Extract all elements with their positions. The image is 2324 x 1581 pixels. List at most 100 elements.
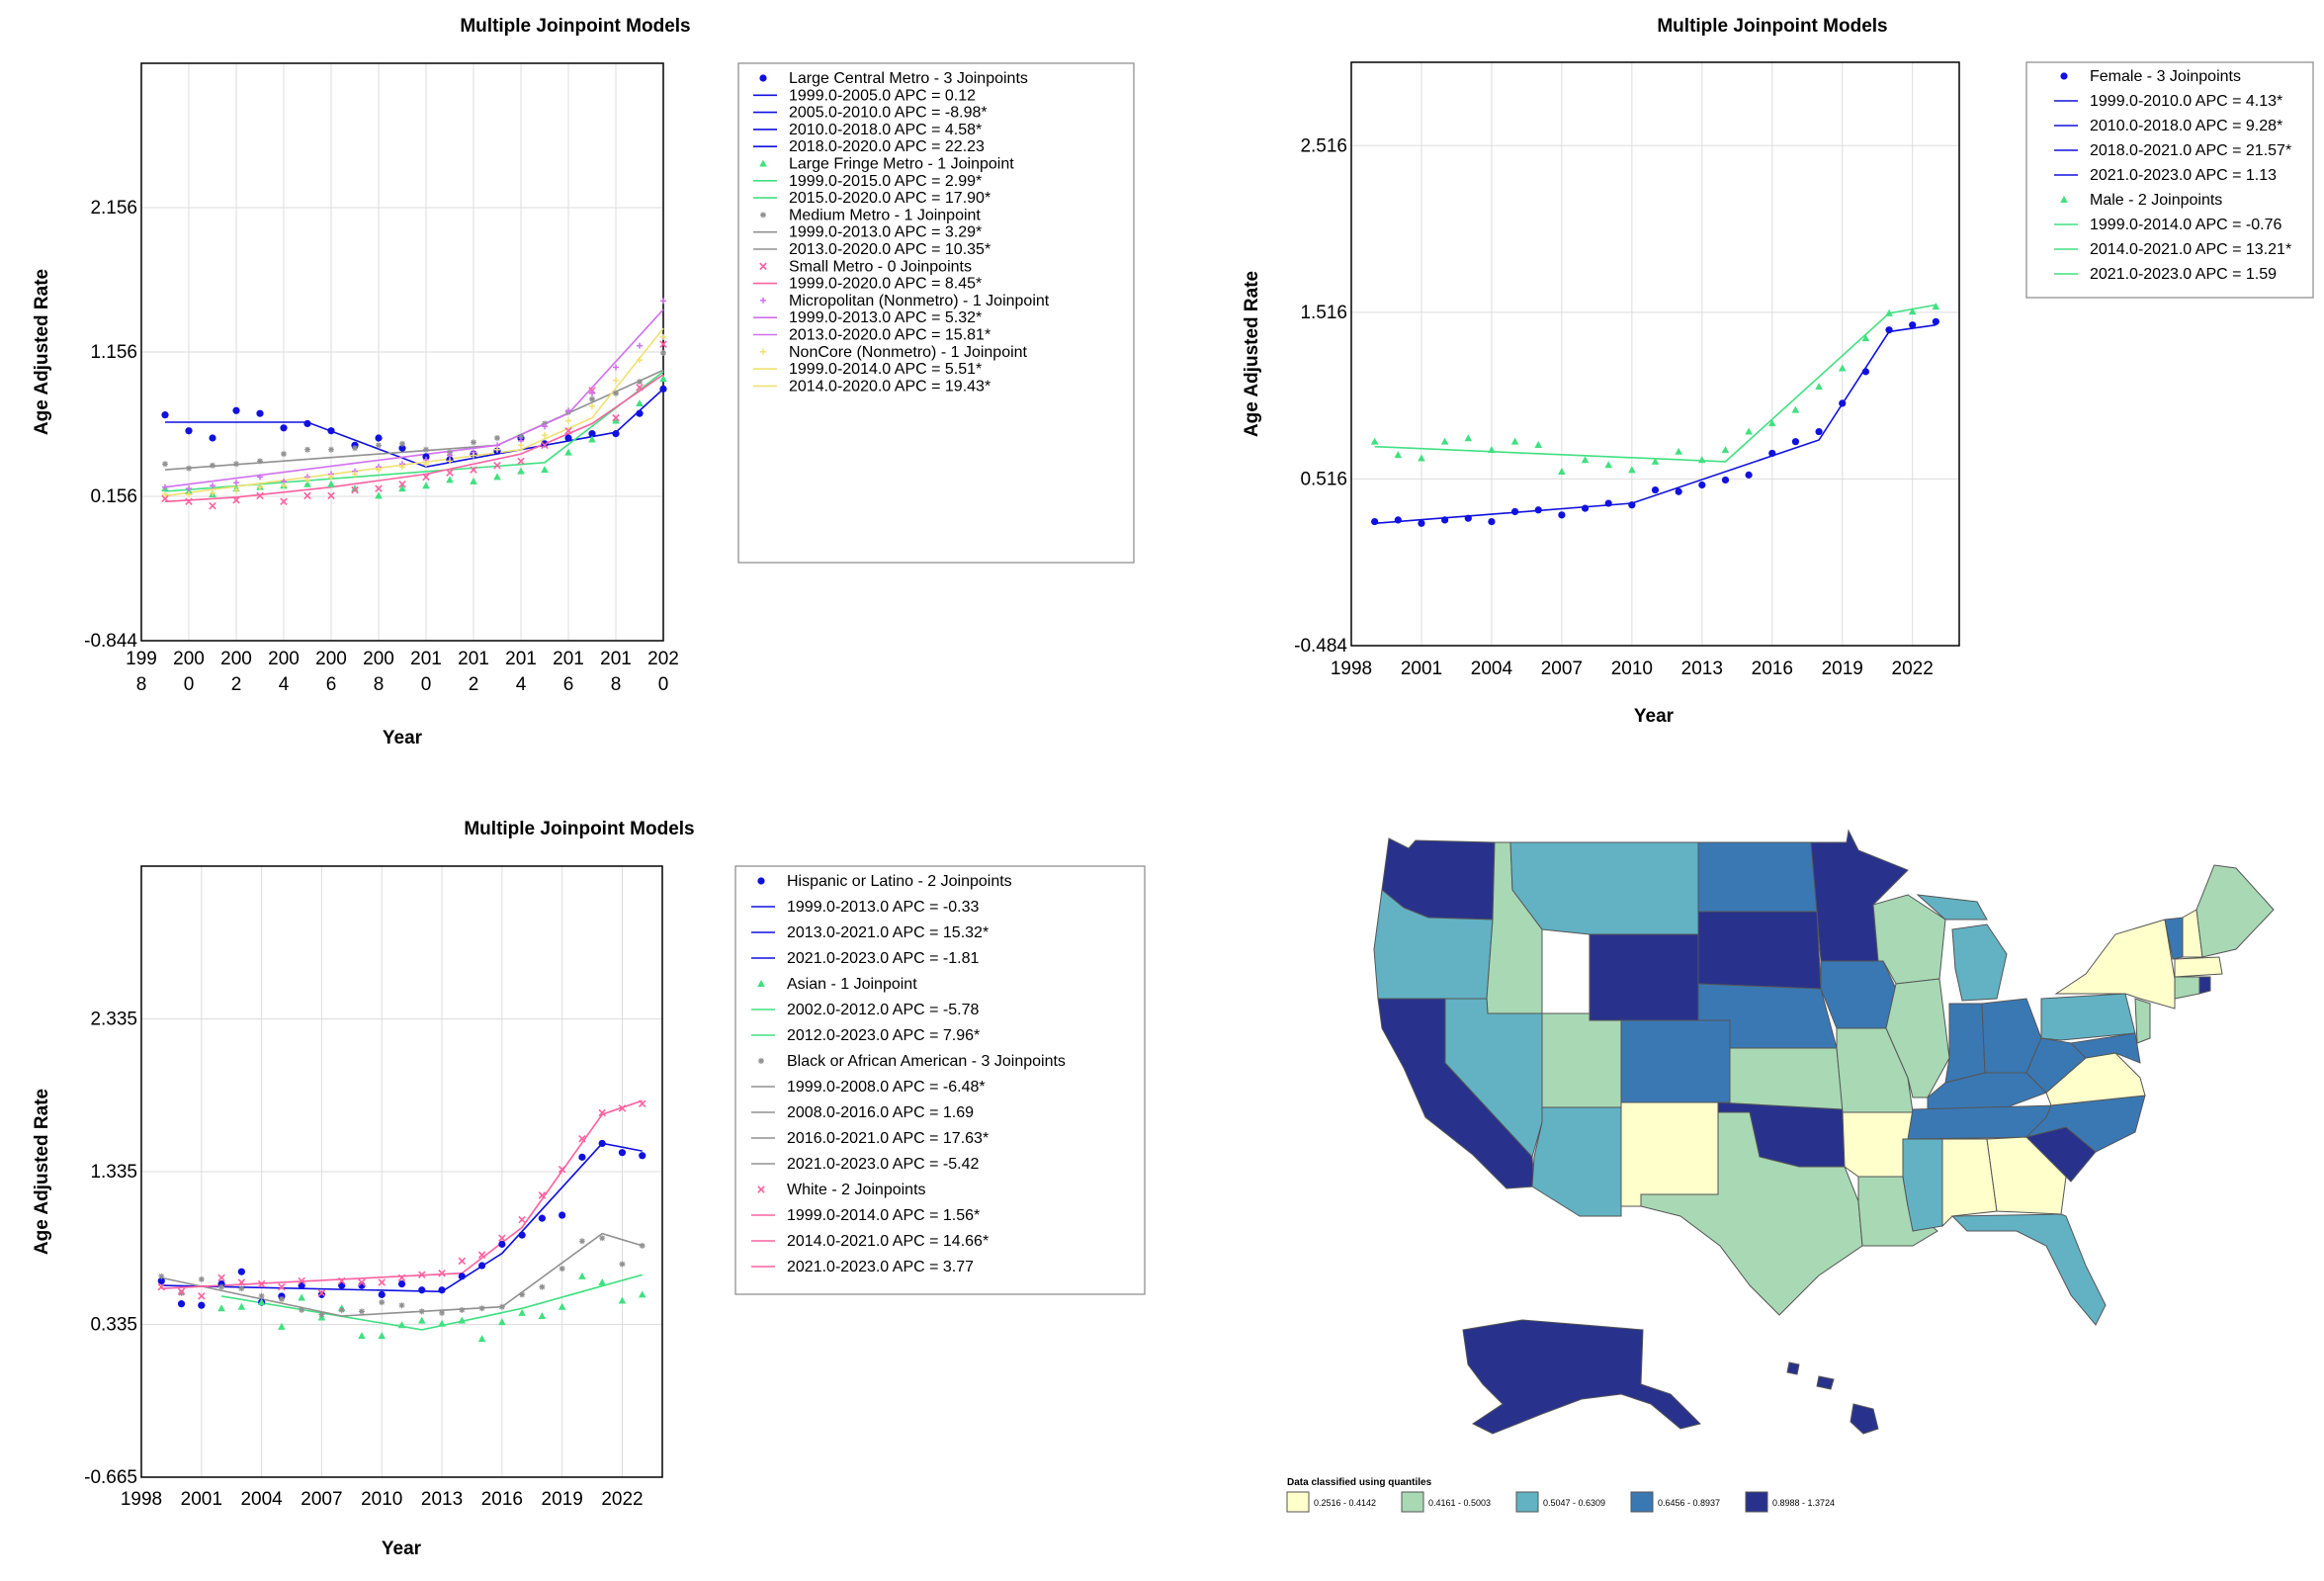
data-point-small-metro: [256, 491, 264, 500]
x-tick-label: 2007: [301, 1489, 342, 1510]
data-point-male: [1604, 461, 1612, 469]
fit-line-female: [1374, 323, 1937, 525]
map-legend: Data classified using quantiles 0.2516 -…: [1286, 1477, 1835, 1513]
x-tick-label: 4: [516, 674, 527, 695]
chart-1-x-axis-label: Year: [383, 728, 423, 748]
data-point-female: [1418, 519, 1425, 527]
fit-line-noncore-nonmetro-: [164, 327, 664, 497]
x-tick-label: 202: [647, 649, 679, 669]
legend-entry: Micropolitan (Nonmetro) - 1 Joinpoint: [789, 293, 1050, 309]
legend-entry: 1999.0-2013.0 APC = 5.32*: [789, 309, 982, 326]
data-point-white: [418, 1271, 426, 1279]
data-point-hispanic-or-latino: [498, 1240, 506, 1248]
legend-entry: Large Fringe Metro - 1 Joinpoint: [789, 156, 1014, 173]
data-point-noncore-nonmetro-: [613, 377, 619, 384]
legend-entry: 1999.0-2005.0 APC = 0.12: [789, 87, 976, 104]
map-state-alaska: [1462, 1319, 1701, 1435]
data-point-black-or-african-american: [599, 1235, 606, 1242]
y-tick-label: 0.156: [90, 486, 137, 507]
data-point-white: [598, 1108, 606, 1117]
data-point-medium-metro: [376, 442, 382, 449]
map-state-hawaii-3: [1850, 1403, 1879, 1435]
data-point-asian: [397, 1321, 406, 1329]
x-tick-label: 1998: [1331, 659, 1372, 679]
data-point-noncore-nonmetro-: [304, 477, 310, 483]
data-point-female: [1534, 506, 1542, 514]
data-point-small-metro: [612, 413, 620, 422]
data-point-asian: [538, 1312, 547, 1320]
data-point-white: [538, 1191, 547, 1199]
data-point-micropolitan-nonmetro-: [542, 423, 548, 430]
legend-entry: Small Metro - 0 Joinpoints: [789, 258, 972, 275]
y-tick-label: -0.844: [84, 631, 137, 652]
x-tick-label: 6: [563, 674, 574, 695]
legend-marker: [759, 159, 767, 167]
map-state-arizona: [1531, 1106, 1622, 1217]
chart-1-title: Multiple Joinpoint Models: [460, 16, 690, 37]
data-point-noncore-nonmetro-: [186, 490, 192, 497]
data-point-small-metro: [375, 484, 383, 492]
map-state-maryland: [2069, 1032, 2141, 1064]
data-point-white: [397, 1274, 406, 1282]
data-point-noncore-nonmetro-: [423, 461, 429, 468]
x-tick-label: 4: [279, 674, 290, 695]
map-state-iowa: [1820, 960, 1897, 1029]
data-point-large-fringe-metro: [493, 473, 501, 481]
data-point-noncore-nonmetro-: [257, 483, 263, 490]
data-point-large-fringe-metro: [612, 416, 620, 424]
data-point-hispanic-or-latino: [518, 1231, 526, 1239]
data-point-small-metro: [470, 466, 477, 474]
legend-entry: Hispanic or Latino - 2 Joinpoints: [787, 873, 1012, 890]
map-classification-note: Data classified using quantiles: [1287, 1477, 1432, 1488]
data-point-large-central-metro: [636, 409, 644, 417]
data-point-small-metro: [636, 384, 644, 392]
legend-entry: Asian - 1 Joinpoint: [787, 976, 917, 993]
data-point-large-fringe-metro: [564, 448, 572, 456]
data-point-asian: [498, 1318, 506, 1326]
x-tick-label: 2: [469, 674, 479, 695]
data-point-large-fringe-metro: [446, 476, 454, 483]
data-point-large-fringe-metro: [541, 466, 549, 474]
data-point-asian: [417, 1316, 426, 1324]
fit-line-small-metro: [164, 374, 664, 503]
data-point-male: [1838, 364, 1847, 372]
data-point-large-central-metro: [303, 419, 311, 428]
x-tick-label: 2010: [361, 1489, 402, 1510]
data-point-medium-metro: [471, 439, 476, 446]
data-point-male: [1628, 466, 1636, 474]
map-state-maine: [2195, 864, 2275, 958]
data-point-small-metro: [351, 485, 359, 494]
data-point-noncore-nonmetro-: [328, 474, 334, 481]
legend-entry: Black or African American - 3 Joinpoints: [787, 1053, 1066, 1070]
data-point-black-or-african-american: [418, 1308, 425, 1315]
chart-1-legend-box: [737, 62, 1135, 564]
legend-entry: 2018.0-2021.0 APC = 21.57*: [2090, 142, 2291, 159]
data-point-asian: [237, 1302, 246, 1310]
data-point-noncore-nonmetro-: [210, 489, 215, 496]
chart-3-plot-frame: [140, 865, 663, 1478]
data-point-hispanic-or-latino: [559, 1211, 566, 1219]
data-point-white: [278, 1282, 286, 1291]
legend-marker: [757, 980, 765, 987]
data-point-noncore-nonmetro-: [542, 432, 548, 439]
map-state-pennsylvania: [2040, 993, 2136, 1041]
data-point-small-metro: [659, 340, 667, 348]
fit-line-large-fringe-metro: [164, 371, 664, 492]
chart-2-title: Multiple Joinpoint Models: [1657, 16, 1887, 37]
legend-entry: 2014.0-2021.0 APC = 13.21*: [2090, 241, 2291, 258]
data-point-hispanic-or-latino: [618, 1149, 627, 1157]
data-point-medium-metro: [637, 379, 643, 386]
map-state-florida: [1950, 1213, 2107, 1326]
data-point-male: [1464, 434, 1473, 442]
data-point-female: [1815, 427, 1823, 436]
legend-entry: 2021.0-2023.0 APC = -1.81: [787, 950, 979, 967]
data-point-noncore-nonmetro-: [162, 490, 168, 497]
data-point-hispanic-or-latino: [598, 1139, 606, 1148]
legend-entry: 2013.0-2021.0 APC = 15.32*: [787, 924, 989, 941]
data-point-micropolitan-nonmetro-: [637, 342, 643, 349]
data-point-female: [1861, 368, 1869, 376]
data-point-hispanic-or-latino: [177, 1300, 186, 1308]
data-point-noncore-nonmetro-: [565, 417, 571, 424]
y-tick-label: 2.516: [1300, 135, 1347, 156]
